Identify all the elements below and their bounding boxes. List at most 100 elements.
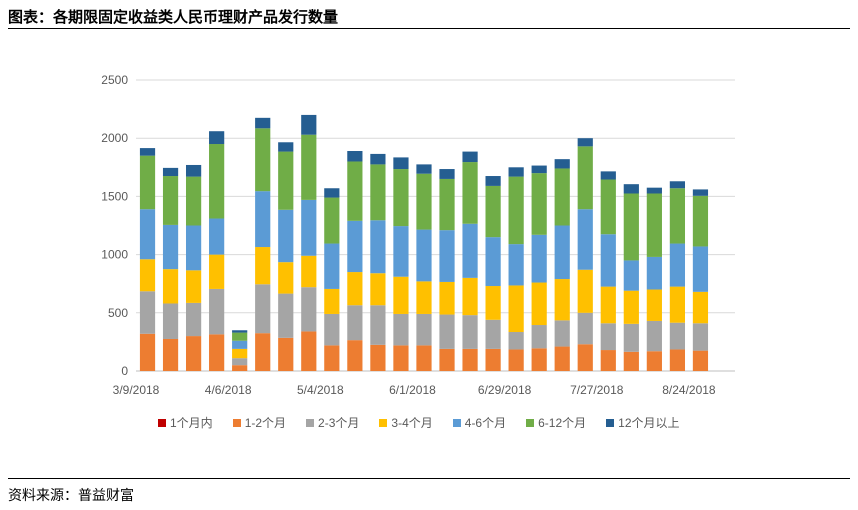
bar-segment (646, 351, 662, 371)
x-axis: 3/9/2018 4/6/2018 5/4/2018 6/1/2018 6/29/201… (113, 383, 716, 397)
bar-segment (508, 349, 524, 371)
bar-segment (347, 161, 363, 221)
bar-segment (162, 269, 179, 304)
bar-segment (162, 338, 179, 371)
bar-segment (185, 225, 202, 271)
bar-segment (393, 226, 409, 277)
bar-segment (301, 255, 317, 288)
x-tick-label: 6/1/2018 (389, 383, 436, 397)
bar-segment (646, 187, 662, 194)
bar-segment (508, 244, 524, 286)
legend-swatch (379, 418, 388, 427)
bar-segment (508, 176, 524, 245)
bar-segment (669, 349, 686, 371)
bar-segment (347, 151, 363, 162)
bar-segment (600, 286, 616, 324)
bar-segment (370, 164, 386, 221)
x-tick-label: 6/29/2018 (478, 383, 532, 397)
bar-segment (301, 331, 317, 371)
bar-segment (347, 272, 363, 306)
bar-segment (531, 282, 547, 326)
bar-segment (577, 344, 593, 371)
bar-segment (439, 348, 455, 371)
bar-segment (278, 337, 294, 371)
bar-segment (162, 167, 179, 177)
bar-segment (462, 162, 478, 224)
bar-segment (485, 176, 501, 186)
bar-segment (209, 144, 225, 219)
bar-segment (554, 225, 570, 280)
y-tick-label: 2000 (101, 131, 128, 145)
bar-segment (462, 223, 478, 278)
legend-swatch (526, 418, 535, 427)
bar-segment (370, 153, 386, 165)
bar-segment (600, 171, 616, 180)
bar-segment (185, 176, 202, 226)
bar-segment (255, 128, 271, 192)
bar-segment (554, 159, 570, 169)
bar-segment (577, 146, 593, 210)
y-tick-label: 1500 (101, 189, 128, 203)
top-rule (8, 28, 850, 29)
bar-segment (232, 358, 248, 366)
bar-segment (324, 243, 340, 289)
bar-segment (370, 344, 386, 371)
bar-segment (370, 305, 386, 345)
bar-segment (531, 165, 547, 174)
bar-segment (554, 320, 570, 347)
legend-swatch (452, 418, 461, 427)
bar-segment (623, 351, 639, 371)
bar-segment (508, 167, 524, 177)
legend-item: 3-4个月 (379, 414, 433, 431)
bar-segment (393, 157, 409, 170)
bar-segment (485, 237, 501, 287)
bar-segment (162, 176, 179, 225)
bar-segment (416, 281, 432, 314)
bar-segment (669, 322, 686, 350)
bar-segment (485, 348, 501, 371)
bar-segment (278, 209, 294, 263)
bar-segment (370, 273, 386, 306)
bar-segment (139, 155, 156, 210)
bar-segment (623, 193, 639, 261)
bar-segment (209, 218, 225, 255)
bar-segment (554, 168, 570, 226)
y-tick-label: 2500 (101, 73, 128, 87)
bar-segment (623, 290, 639, 324)
bar-segment (416, 229, 432, 282)
bar-segment (139, 148, 156, 156)
bar-segment (185, 336, 202, 371)
bar-segment (600, 179, 616, 235)
bar-segment (554, 346, 570, 371)
x-tick-label: 3/9/2018 (113, 383, 160, 397)
bottom-rule (8, 478, 850, 479)
bar-segment (531, 348, 547, 371)
bar-segment (439, 230, 455, 282)
bar-segment (139, 333, 156, 371)
x-tick-label: 4/6/2018 (205, 383, 252, 397)
bar-segment (669, 286, 686, 323)
bar-segment (554, 279, 570, 321)
bar-segment (692, 189, 709, 196)
bar-segment (393, 276, 409, 314)
legend-label: 3-4个月 (391, 416, 433, 430)
legend-item: 2-3个月 (306, 414, 359, 431)
bar-segment (255, 247, 271, 285)
bar-segment (301, 134, 317, 200)
bar-segment (577, 312, 593, 345)
legend-swatch (232, 418, 241, 427)
bar-segment (324, 345, 340, 371)
bar-segment (324, 188, 340, 198)
bar-segment (462, 315, 478, 349)
bar-segment (485, 319, 501, 349)
bar-segment (416, 173, 432, 230)
legend-swatch (606, 418, 615, 427)
bar-segment (301, 114, 317, 135)
bar-segment (255, 284, 271, 334)
bar-segment (692, 291, 709, 324)
bars (139, 114, 709, 371)
y-axis: 0 500 1000 1500 2000 2500 (101, 73, 128, 378)
bar-segment (416, 313, 432, 346)
bar-segment (646, 193, 662, 257)
legend-swatch (158, 418, 166, 427)
